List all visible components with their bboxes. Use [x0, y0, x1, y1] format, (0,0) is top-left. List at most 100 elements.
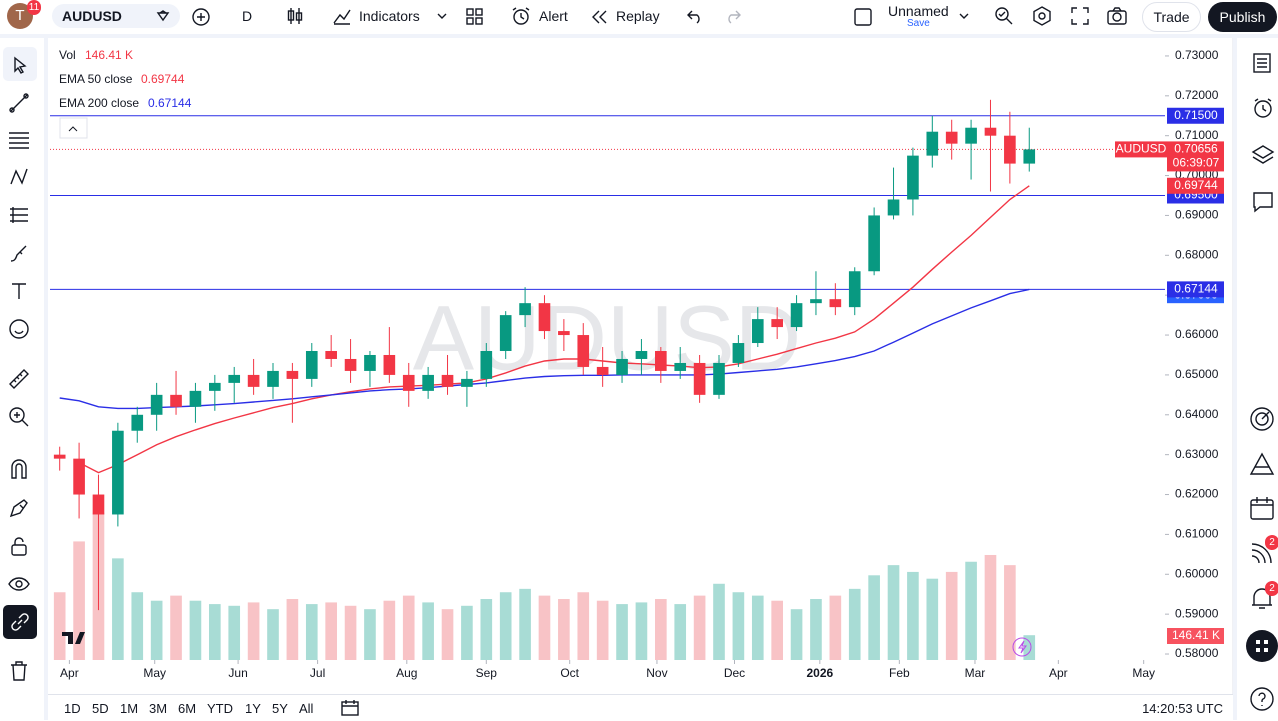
candle-body: [790, 303, 803, 328]
candle-body: [383, 354, 396, 375]
settings-icon[interactable]: [1031, 5, 1053, 27]
chevron[interactable]: [436, 10, 448, 22]
ideas-icon[interactable]: [1249, 451, 1275, 477]
candles-icon[interactable]: [285, 6, 305, 26]
trash-icon[interactable]: [8, 660, 30, 682]
volume-bar: [1023, 635, 1036, 660]
candle-body: [364, 354, 376, 371]
candle-body: [112, 430, 124, 515]
target-icon[interactable]: [1249, 406, 1275, 432]
legend-value: 0.67144: [148, 96, 192, 110]
brush-icon[interactable]: [8, 242, 30, 264]
text-icon[interactable]: [8, 280, 30, 302]
alert[interactable]: Alert: [539, 8, 568, 24]
watchlist-icon[interactable]: [1251, 52, 1273, 74]
candle-body: [247, 374, 260, 387]
y-tick-label: 0.58000: [1175, 646, 1219, 660]
y-tick-label: 0.66000: [1175, 327, 1219, 341]
candle-body: [616, 358, 628, 375]
candle-body: [286, 370, 299, 379]
trendline-icon[interactable]: [8, 92, 30, 114]
layers-icon[interactable]: [1251, 143, 1275, 167]
layouts-icon[interactable]: [465, 7, 485, 27]
chat-icon[interactable]: [1251, 190, 1275, 214]
y-tick-label: 0.62000: [1175, 487, 1219, 501]
candle-body: [1004, 135, 1016, 164]
apps-icon[interactable]: [1246, 630, 1278, 662]
candle-body: [73, 458, 85, 495]
volume-bar: [965, 561, 977, 660]
fib-icon[interactable]: [8, 129, 30, 151]
candle-body: [131, 414, 144, 431]
top-toolbar: T 11 AUDUSD D Indicators Alert Replay Un…: [0, 0, 1278, 38]
right-toolbar: 2 2: [1233, 38, 1278, 720]
notifications-icon[interactable]: [1249, 585, 1275, 611]
goto-date-icon[interactable]: [340, 699, 360, 717]
volume-label: [1167, 628, 1224, 644]
zoom-icon[interactable]: [8, 406, 30, 428]
draw-lock-icon[interactable]: [8, 497, 30, 519]
volume-bar: [422, 602, 434, 660]
cursor-icon[interactable]: [10, 55, 30, 75]
trade-button[interactable]: Trade: [1142, 2, 1201, 32]
range-button[interactable]: 5D: [92, 701, 109, 716]
x-tick-label: Dec: [724, 666, 745, 680]
range-button[interactable]: YTD: [207, 701, 233, 716]
candle-body: [1023, 149, 1036, 164]
range-button[interactable]: 1Y: [245, 701, 261, 716]
candle-body: [848, 271, 861, 308]
alert-icon[interactable]: [510, 6, 532, 28]
interval[interactable]: D: [242, 8, 253, 24]
save[interactable]: Save: [907, 18, 930, 29]
fullscreen-icon[interactable]: [1069, 5, 1091, 27]
range-button[interactable]: 6M: [178, 701, 197, 716]
volume-bar: [112, 558, 124, 660]
undo-icon[interactable]: [686, 7, 704, 25]
help-icon[interactable]: [1249, 686, 1275, 712]
ruler-icon[interactable]: [8, 368, 30, 390]
y-tick-label: 0.61000: [1175, 527, 1219, 541]
range-button[interactable]: 1D: [64, 701, 81, 716]
indicators[interactable]: Indicators: [359, 8, 420, 24]
legend-name: EMA 50 close: [59, 72, 133, 86]
publish-button[interactable]: Publish: [1208, 2, 1277, 32]
range-button[interactable]: All: [299, 701, 314, 716]
ema-line: [59, 288, 1030, 410]
volume-bar: [751, 595, 764, 660]
indicators-icon[interactable]: [332, 6, 352, 26]
add-icon[interactable]: [191, 7, 211, 27]
layout-name[interactable]: Unnamed: [888, 3, 949, 19]
magnet-icon[interactable]: [8, 458, 30, 480]
candle-body: [305, 350, 318, 379]
volume-bar: [402, 595, 415, 660]
ema-label: [1167, 177, 1224, 194]
pattern-icon[interactable]: [8, 166, 30, 188]
replay-icon[interactable]: [590, 8, 608, 26]
snapshot-icon[interactable]: [1106, 5, 1128, 27]
lock-icon[interactable]: [8, 535, 30, 557]
volume-bar: [887, 565, 900, 660]
eye-icon[interactable]: [8, 573, 30, 595]
range-button[interactable]: 1M: [120, 701, 139, 716]
volume-bar: [945, 571, 958, 660]
range-button[interactable]: 3M: [149, 701, 168, 716]
alerts-icon[interactable]: [1251, 96, 1275, 120]
replay[interactable]: Replay: [616, 8, 660, 24]
ema-label: [1167, 281, 1224, 298]
symbol-search[interactable]: AUDUSD: [52, 4, 180, 28]
x-tick-label: Jul: [310, 666, 325, 680]
volume-bar: [228, 605, 241, 660]
forecast-icon[interactable]: [8, 204, 30, 226]
search-icon[interactable]: [993, 5, 1015, 27]
range-button[interactable]: 5Y: [272, 701, 288, 716]
candle-body: [519, 303, 531, 316]
volume-bar: [383, 600, 396, 660]
chevron[interactable]: [958, 10, 970, 22]
link-icon[interactable]: [9, 611, 31, 633]
redo-icon[interactable]: [724, 7, 742, 25]
calendar-icon[interactable]: [1249, 495, 1275, 521]
stream-icon[interactable]: [1249, 540, 1275, 566]
emoji-icon[interactable]: [8, 318, 30, 340]
checkbox[interactable]: [853, 7, 873, 27]
volume-bar: [53, 592, 66, 660]
